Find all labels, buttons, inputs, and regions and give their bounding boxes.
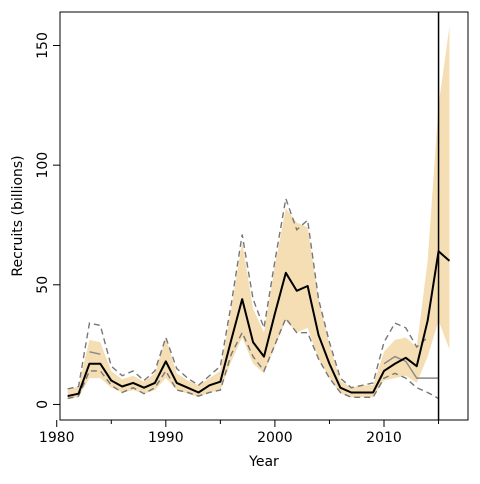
y-tick-label: 100 bbox=[35, 152, 51, 179]
x-tick-label: 1990 bbox=[148, 430, 184, 446]
x-tick-label: 1980 bbox=[39, 430, 75, 446]
grey-line-layer bbox=[89, 351, 439, 379]
plot-frame bbox=[59, 11, 469, 421]
median-line bbox=[67, 250, 451, 398]
y-tick-label: 0 bbox=[35, 400, 51, 409]
confidence-band-layer bbox=[67, 26, 450, 400]
confidence-band bbox=[67, 26, 450, 400]
y-axis-label: Recruits (billions) bbox=[10, 155, 26, 276]
dashed-upper-line bbox=[67, 195, 429, 390]
y-tick-label: 50 bbox=[35, 276, 51, 294]
grey-upper-line bbox=[89, 351, 439, 379]
dashed-lower-line bbox=[67, 316, 439, 400]
dashed-interval-layer bbox=[67, 195, 439, 400]
x-tick-label: 2010 bbox=[366, 430, 402, 446]
y-tick-label: 150 bbox=[35, 32, 51, 59]
x-axis: 1980 1990 2000 2010 bbox=[39, 420, 440, 446]
y-axis: 0 50 100 150 bbox=[35, 32, 60, 409]
median-line-layer bbox=[67, 250, 451, 398]
x-axis-label: Year bbox=[248, 454, 279, 470]
x-tick-label: 2000 bbox=[257, 430, 293, 446]
